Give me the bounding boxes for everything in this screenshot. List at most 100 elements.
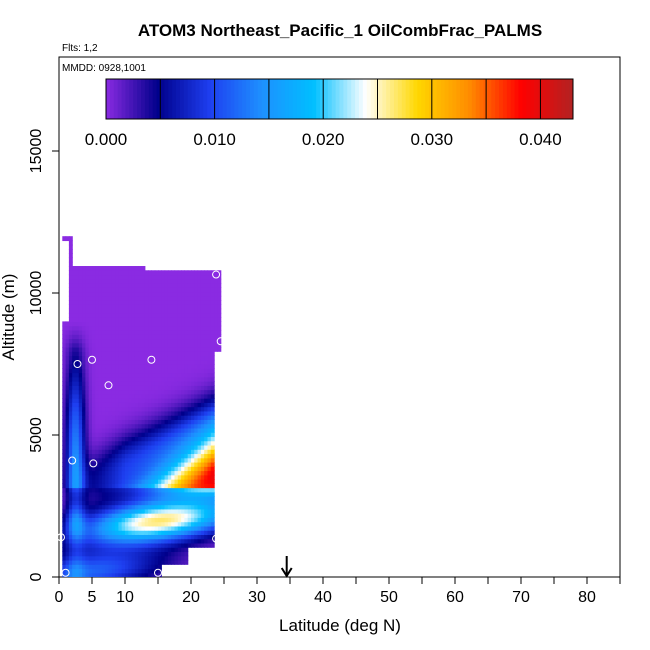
heatmap-cell bbox=[105, 372, 110, 378]
heatmap-cell bbox=[174, 338, 179, 344]
heatmap-cell bbox=[118, 342, 123, 348]
heatmap-cell bbox=[131, 508, 136, 514]
heatmap-cell bbox=[108, 432, 113, 438]
heatmap-cell bbox=[125, 508, 129, 514]
heatmap-cell bbox=[164, 504, 169, 510]
heatmap-cell bbox=[174, 325, 179, 331]
heatmap-cell bbox=[161, 389, 166, 395]
heatmap-cell bbox=[167, 453, 172, 459]
heatmap-cell bbox=[75, 525, 80, 531]
heatmap-cell bbox=[131, 368, 136, 374]
heatmap-cell bbox=[78, 568, 83, 574]
heatmap-cell bbox=[92, 436, 96, 442]
heatmap-cell bbox=[154, 542, 159, 548]
heatmap-cell bbox=[187, 415, 192, 420]
heatmap-cell bbox=[101, 555, 106, 561]
heatmap-cell bbox=[101, 491, 106, 497]
heatmap-cell bbox=[62, 474, 67, 480]
heatmap-cell bbox=[108, 508, 113, 514]
heatmap-cell bbox=[98, 483, 103, 489]
colorbar-segment bbox=[456, 79, 461, 119]
heatmap-cell bbox=[214, 274, 218, 280]
heatmap-cell bbox=[184, 351, 189, 357]
heatmap-cell bbox=[141, 559, 146, 565]
heatmap-cell bbox=[121, 351, 126, 357]
heatmap-cell bbox=[98, 521, 103, 527]
heatmap-cell bbox=[92, 329, 96, 335]
heatmap-cell bbox=[141, 479, 146, 484]
heatmap-cell bbox=[197, 449, 202, 455]
heatmap-cell bbox=[68, 346, 73, 352]
heatmap-cell bbox=[164, 334, 169, 340]
heatmap-cell bbox=[111, 368, 116, 374]
heatmap-cell bbox=[95, 274, 100, 280]
heatmap-cell bbox=[154, 496, 159, 501]
heatmap-cell bbox=[210, 432, 215, 438]
heatmap-cell bbox=[88, 572, 93, 577]
heatmap-cell bbox=[115, 568, 119, 574]
heatmap-cell bbox=[111, 406, 116, 412]
heatmap-cell bbox=[197, 538, 202, 544]
heatmap-cell bbox=[72, 381, 77, 386]
heatmap-cell bbox=[72, 466, 77, 472]
heatmap-cell bbox=[181, 513, 185, 518]
heatmap-cell bbox=[164, 355, 169, 361]
heatmap-cell bbox=[88, 406, 93, 412]
heatmap-cell bbox=[131, 402, 136, 408]
heatmap-cell bbox=[98, 278, 103, 284]
heatmap-cell bbox=[164, 423, 169, 429]
heatmap-cell bbox=[105, 427, 110, 433]
sample-point bbox=[89, 459, 98, 468]
colorbar-segment bbox=[218, 79, 224, 119]
heatmap-cell bbox=[75, 547, 80, 553]
heatmap-cell bbox=[197, 393, 202, 399]
heatmap-cell bbox=[207, 508, 212, 514]
heatmap-cell bbox=[158, 359, 162, 365]
heatmap-cell bbox=[210, 274, 215, 280]
heatmap-cell bbox=[111, 312, 116, 318]
heatmap-cell bbox=[78, 304, 83, 310]
heatmap-cell bbox=[88, 440, 93, 446]
heatmap-cell bbox=[204, 449, 209, 455]
heatmap-cell bbox=[111, 266, 116, 271]
heatmap-cell bbox=[141, 513, 146, 518]
heatmap-cell bbox=[65, 436, 70, 442]
heatmap-cell bbox=[174, 398, 179, 403]
heatmap-cell bbox=[154, 364, 159, 369]
heatmap-cell bbox=[128, 359, 133, 365]
heatmap-cell bbox=[75, 381, 80, 386]
heatmap-cell bbox=[141, 542, 146, 548]
heatmap-cell bbox=[171, 385, 176, 391]
heatmap-cell bbox=[134, 291, 139, 297]
colorbar-segment bbox=[331, 79, 337, 119]
heatmap-cell bbox=[131, 295, 136, 301]
heatmap-cell bbox=[108, 338, 113, 344]
heatmap-cell bbox=[138, 521, 143, 527]
heatmap-cell bbox=[92, 564, 96, 570]
heatmap-cell bbox=[101, 385, 106, 391]
heatmap-cell bbox=[151, 496, 156, 501]
heatmap-cell bbox=[111, 436, 116, 442]
colorbar-segment bbox=[176, 79, 181, 119]
heatmap-cell bbox=[177, 491, 182, 497]
heatmap-cell bbox=[151, 312, 156, 318]
heatmap-cell bbox=[191, 444, 195, 450]
heatmap-cell bbox=[98, 466, 103, 472]
heatmap-cell bbox=[72, 444, 77, 450]
heatmap-cell bbox=[181, 542, 185, 548]
heatmap-cell bbox=[72, 487, 77, 493]
heatmap-cell bbox=[65, 555, 70, 561]
heatmap-cell bbox=[197, 355, 202, 361]
heatmap-cell bbox=[148, 551, 152, 557]
heatmap-cell bbox=[88, 432, 93, 438]
heatmap-cell bbox=[134, 393, 139, 399]
heatmap-cell bbox=[164, 381, 169, 386]
heatmap-cell bbox=[141, 466, 146, 472]
heatmap-cell bbox=[167, 423, 172, 429]
heatmap-cell bbox=[85, 372, 90, 378]
heatmap-cell bbox=[65, 415, 70, 420]
heatmap-cell bbox=[108, 270, 113, 276]
heatmap-cell bbox=[191, 483, 195, 489]
heatmap-cell bbox=[171, 444, 176, 450]
heatmap-cell bbox=[191, 300, 195, 305]
